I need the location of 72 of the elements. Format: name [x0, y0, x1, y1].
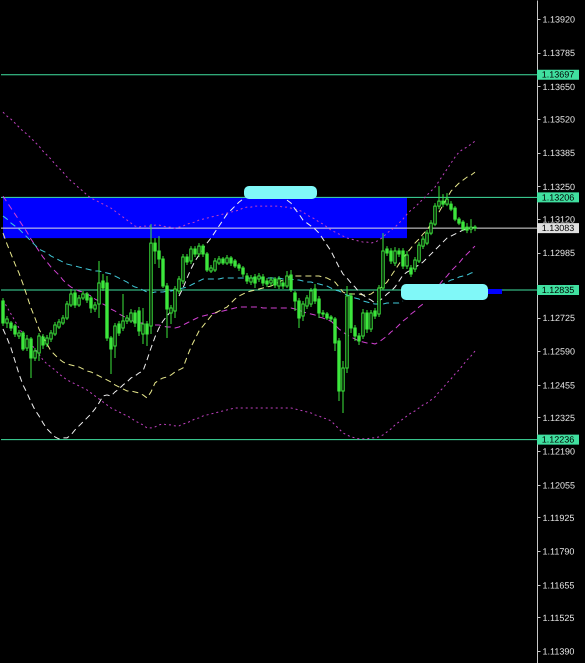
candlestick [45, 334, 49, 348]
candlestick [133, 310, 137, 328]
candlestick [453, 206, 457, 222]
y-tick-label: 1.11925 [542, 512, 574, 523]
ref-line-label: 1.13206 [542, 192, 574, 202]
y-tick-label: 1.12985 [542, 248, 576, 258]
candlestick [113, 322, 117, 358]
candlestick [13, 324, 17, 338]
candlestick [289, 270, 293, 293]
candlestick [469, 218, 473, 234]
candlestick [189, 246, 193, 265]
candlestick [261, 274, 265, 287]
candlestick [213, 258, 217, 273]
line-series [2, 112, 476, 244]
ref-line-label: 1.12236 [542, 434, 574, 445]
y-tick-label: 1.12455 [542, 380, 576, 390]
candlestick [309, 288, 313, 308]
candlestick [285, 270, 289, 289]
candlestick [241, 266, 245, 278]
candlestick [53, 322, 57, 336]
candlestick [141, 308, 145, 344]
ref-line-label: 1.13697 [542, 70, 574, 80]
candlestick [445, 192, 449, 207]
candlestick [249, 274, 253, 286]
candlestick [277, 276, 281, 290]
candlestick [89, 296, 93, 314]
candlestick [77, 294, 81, 308]
y-tick-label: 1.13520 [542, 114, 576, 124]
candlestick [401, 248, 405, 270]
candlestick [389, 248, 393, 265]
ref-line-label: 1.12835 [542, 285, 574, 296]
candlestick [73, 290, 77, 309]
y-tick-label: 1.13650 [542, 82, 576, 92]
y-tick-label: 1.13120 [542, 214, 576, 224]
y-tick-label: 1.12590 [542, 346, 576, 357]
candlestick [229, 256, 233, 267]
candlestick [121, 294, 125, 332]
candlestick [197, 242, 201, 258]
y-tick-label: 1.12055 [542, 480, 576, 490]
candlestick [253, 274, 257, 289]
candlestick [193, 246, 197, 258]
candlestick [405, 250, 409, 270]
candlestick [41, 334, 45, 350]
candlestick [441, 194, 445, 208]
y-tick-label: 1.12190 [542, 446, 576, 457]
candlestick [365, 310, 369, 334]
candlestick [129, 308, 133, 324]
candlestick [273, 276, 277, 289]
ref-line-label: 1.13083 [542, 223, 574, 234]
candlestick [21, 330, 25, 352]
y-tick-label: 1.13250 [542, 182, 576, 192]
candlestick [93, 302, 97, 313]
candlestick [245, 272, 249, 285]
candlestick [301, 300, 305, 322]
y-tick-label: 1.11525 [542, 612, 574, 623]
y-tick-label: 1.13785 [542, 48, 576, 58]
y-tick-label: 1.12325 [542, 412, 576, 423]
candlestick [461, 220, 465, 232]
y-tick-label: 1.12725 [542, 313, 576, 324]
y-tick-label: 1.11655 [542, 580, 574, 590]
y-tick-label: 1.13385 [542, 148, 576, 158]
candlestick [9, 320, 13, 332]
candlestick [37, 332, 41, 362]
candlestick [369, 310, 373, 332]
candlestick [225, 254, 229, 266]
candlestick [137, 306, 141, 336]
candlestick [393, 246, 397, 267]
candlestick [29, 336, 33, 378]
candlestick [465, 222, 469, 234]
y-tick-label: 1.11390 [542, 646, 574, 657]
y-tick-label: 1.13920 [542, 14, 576, 24]
y-tick-label: 1.11790 [542, 546, 574, 557]
